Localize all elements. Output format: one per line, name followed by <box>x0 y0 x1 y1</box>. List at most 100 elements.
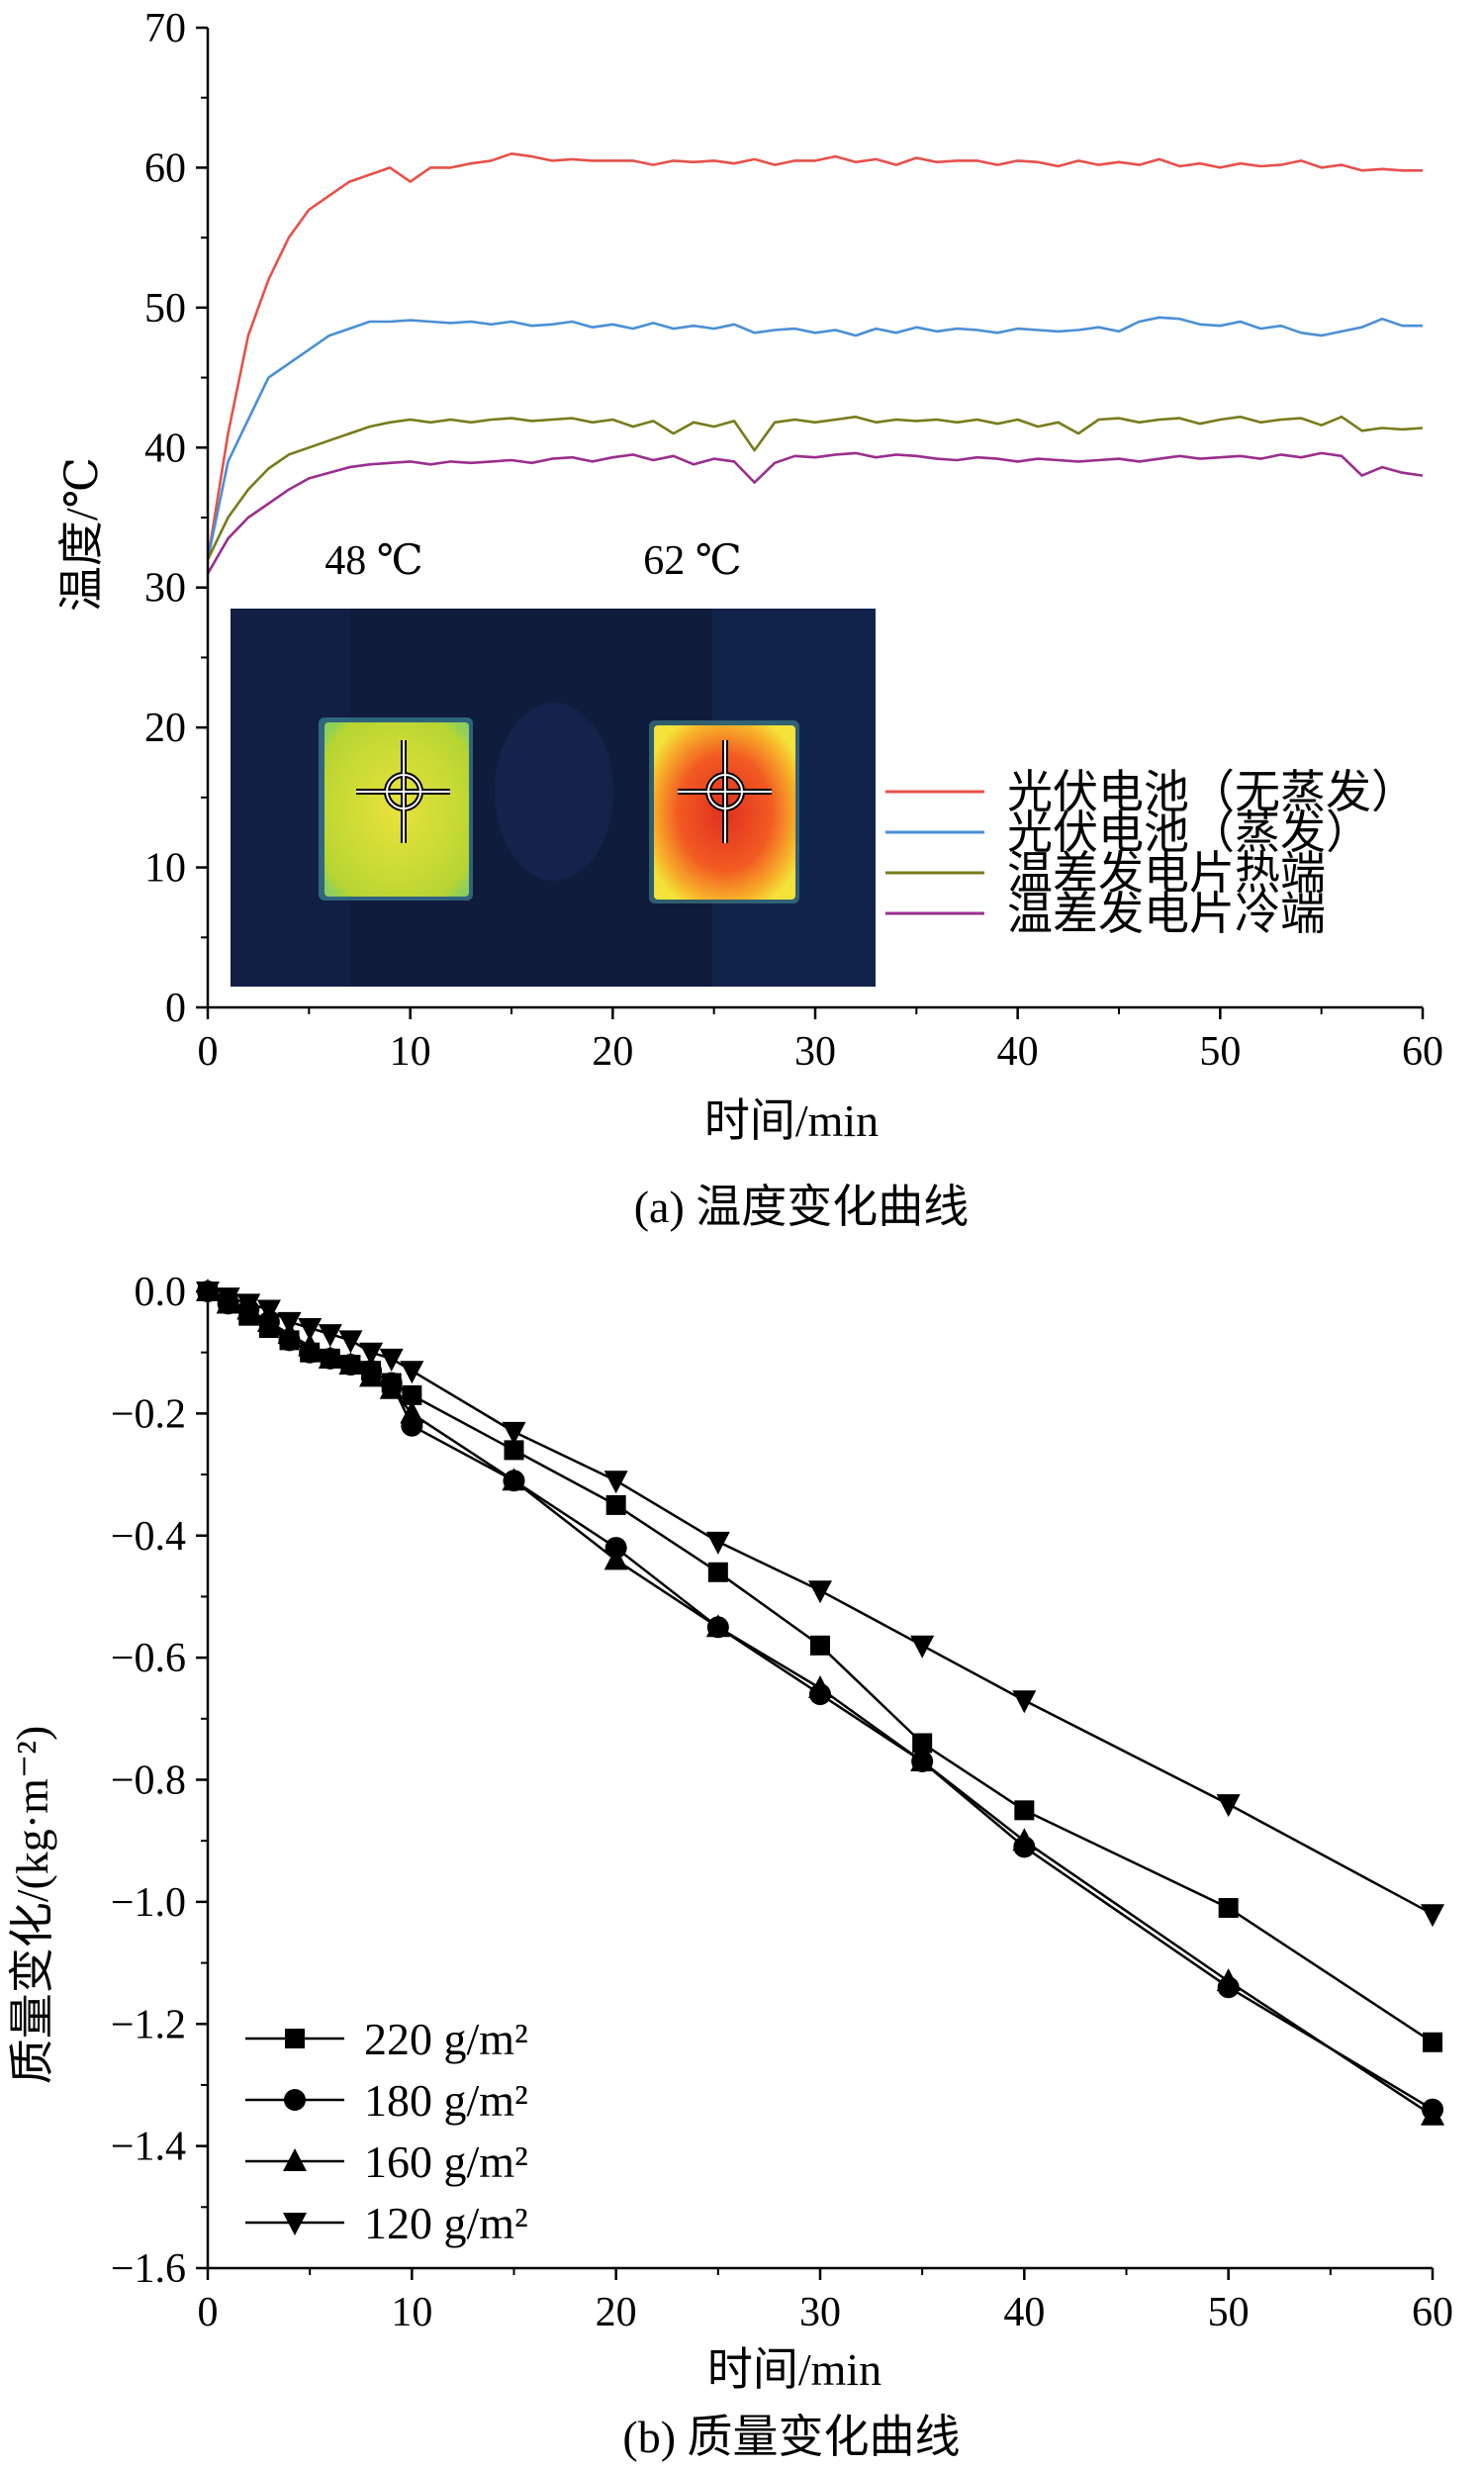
data-point-3 <box>603 1471 628 1494</box>
data-point-3 <box>705 1531 730 1555</box>
data-point-2 <box>1012 1828 1037 1852</box>
x-tick-label: 50 <box>1199 1029 1241 1075</box>
data-point-0 <box>504 1440 524 1461</box>
data-point-2 <box>910 1748 935 1771</box>
series-line-0 <box>206 152 1423 560</box>
data-point-2 <box>1421 2102 1444 2126</box>
x-tick-label: 0 <box>198 1029 219 1075</box>
data-point-0 <box>707 1562 728 1582</box>
y-tick-label: −0.2 <box>111 1391 186 1437</box>
data-point-3 <box>359 1342 384 1366</box>
y-tick-label: 50 <box>144 286 186 332</box>
data-point-2 <box>502 1468 526 1491</box>
y-tick-label: −0.8 <box>111 1758 186 1804</box>
data-point-2 <box>1216 1968 1241 1992</box>
data-point-0 <box>402 1384 422 1405</box>
inset-label-62: 62 ℃ <box>643 538 741 584</box>
y-tick-label: 10 <box>144 846 186 892</box>
data-point-2 <box>379 1376 404 1399</box>
x-tick-label: 20 <box>592 1029 633 1075</box>
x-tick-label: 10 <box>390 1029 431 1075</box>
data-point-2 <box>359 1364 384 1387</box>
y-axis-label: 质量变化/(kg·m⁻²) <box>7 1726 57 2085</box>
legend-label-0: 220 g/m² <box>364 2014 528 2064</box>
y-tick-label: −1.6 <box>111 2246 186 2292</box>
x-tick-label: 50 <box>1208 2290 1250 2335</box>
data-point-3 <box>502 1421 526 1445</box>
data-point-3 <box>1012 1690 1037 1714</box>
y-tick-label: 60 <box>144 145 186 191</box>
data-point-2 <box>338 1352 363 1376</box>
data-point-3 <box>910 1635 935 1659</box>
y-tick-label: −1.4 <box>111 2125 186 2170</box>
y-axis-label: 温度/℃ <box>56 457 107 612</box>
legend-label-1: 180 g/m² <box>364 2075 528 2126</box>
crosshair-icon <box>678 740 772 843</box>
series-line-3 <box>206 451 1424 575</box>
x-tick-label: 60 <box>1412 2290 1453 2335</box>
x-axis-label: 时间/min <box>704 1095 879 1146</box>
data-point-3 <box>277 1311 302 1335</box>
y-tick-label: 70 <box>144 6 186 51</box>
x-tick-label: 40 <box>997 1029 1039 1075</box>
data-point-0 <box>810 1635 830 1656</box>
y-tick-label: −0.6 <box>111 1636 186 1681</box>
data-point-3 <box>216 1287 240 1311</box>
data-point-0 <box>605 1494 626 1515</box>
data-point-0 <box>1014 1800 1035 1821</box>
data-point-3 <box>379 1348 404 1372</box>
x-tick-label: 30 <box>799 2290 841 2335</box>
data-point-2 <box>298 1333 323 1357</box>
x-tick-label: 60 <box>1402 1029 1443 1075</box>
legend-marker-1 <box>284 2089 306 2111</box>
y-tick-label: 0.0 <box>135 1270 187 1315</box>
y-tick-label: −0.4 <box>111 1514 186 1560</box>
y-tick-label: 20 <box>144 706 186 751</box>
legend-label-2: 温差发电片热端 <box>1007 848 1326 899</box>
legend-label-0: 光伏电池（无蒸发） <box>1007 767 1417 817</box>
x-tick-label: 20 <box>596 2290 637 2335</box>
data-point-2 <box>603 1547 628 1570</box>
data-point-2 <box>808 1674 832 1698</box>
data-point-2 <box>400 1400 424 1424</box>
data-point-3 <box>1216 1794 1241 1818</box>
series-line-0 <box>207 1289 1434 2043</box>
y-tick-label: 30 <box>144 566 186 612</box>
y-tick-label: 40 <box>144 426 186 471</box>
x-tick-label: 40 <box>1003 2290 1045 2335</box>
data-point-3 <box>808 1580 832 1604</box>
legend-marker-2 <box>283 2148 307 2171</box>
data-point-0 <box>912 1733 933 1754</box>
y-tick-label: −1.0 <box>111 1880 186 1926</box>
y-tick-label: −1.2 <box>111 2002 186 2047</box>
data-point-3 <box>236 1293 261 1317</box>
legend-label-3: 120 g/m² <box>364 2198 528 2248</box>
data-point-0 <box>1218 1898 1239 1919</box>
series-line-1 <box>206 316 1423 560</box>
legend-marker-3 <box>283 2213 307 2235</box>
crosshair-icon <box>356 740 450 843</box>
x-axis-label: 时间/min <box>707 2344 881 2395</box>
mass-change-chart: 0 10 20 30 40 50 60 0.0 −0.2 −0.4 −0.6 −0.8 −1.0 −1.2… <box>7 1270 1453 2462</box>
legend-label-2: 160 g/m² <box>364 2137 528 2187</box>
caption-b: (b) 质量变化曲线 <box>622 2412 960 2462</box>
x-tick-label: 10 <box>391 2290 432 2335</box>
series-line-2 <box>206 415 1424 560</box>
legend-marker-0 <box>285 2029 305 2048</box>
caption-a: (a) 温度变化曲线 <box>634 1182 970 1232</box>
y-tick-label: 0 <box>165 986 186 1031</box>
data-point-3 <box>298 1318 323 1342</box>
data-point-2 <box>705 1614 730 1638</box>
data-point-2 <box>318 1345 342 1369</box>
data-point-3 <box>338 1330 363 1354</box>
temperature-chart: 48 ℃ 62 ℃ 0 10 20 30 40 50 60 0 10 20 30 40 50 60 70 光… <box>56 6 1443 1232</box>
x-tick-label: 30 <box>794 1029 836 1075</box>
data-point-3 <box>1421 1904 1444 1928</box>
data-point-0 <box>1423 2032 1442 2052</box>
x-tick-label: 0 <box>198 2290 219 2335</box>
legend-label-3: 温差发电片冷端 <box>1007 889 1326 939</box>
thermal-inset: 48 ℃ 62 ℃ <box>231 538 876 987</box>
data-point-3 <box>318 1324 342 1348</box>
data-point-3 <box>256 1299 281 1323</box>
